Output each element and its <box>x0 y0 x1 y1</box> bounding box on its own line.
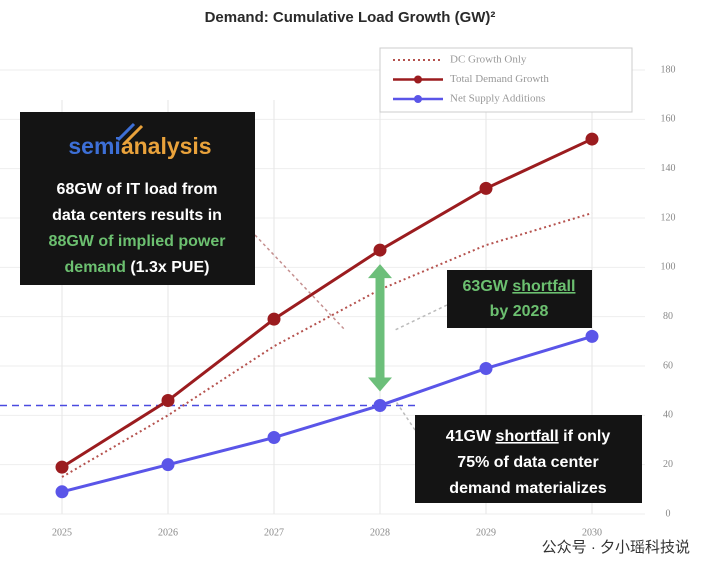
series-line <box>61 334 593 494</box>
callout-text: by 2028 <box>490 303 549 320</box>
callout-text: 63GW shortfall <box>463 278 576 295</box>
y-tick-label: 20 <box>663 459 673 470</box>
callout-text: 75% of data center <box>457 454 598 471</box>
legend-marker <box>414 95 422 103</box>
logo-mark <box>116 122 144 146</box>
logo-part: analysis <box>121 133 212 159</box>
callouts: 68GW of IT load from data centers results… <box>49 181 611 497</box>
y-tick-label: 40 <box>663 410 673 421</box>
data-point <box>267 312 281 326</box>
logo-part: semi <box>68 133 120 159</box>
legend-label: Total Demand Growth <box>450 73 549 85</box>
x-tick-label: 2025 <box>52 527 72 538</box>
x-tick-label: 2027 <box>264 527 284 538</box>
data-point <box>55 460 69 474</box>
data-point <box>373 398 387 412</box>
logo: semianalysis <box>68 133 211 159</box>
callout-box <box>415 415 642 503</box>
legend-label: Net Supply Additions <box>450 93 545 105</box>
legend-label: DC Growth Only <box>450 54 527 66</box>
callout-text: 88GW of implied power <box>49 233 226 250</box>
y-tick-label: 80 <box>663 311 673 322</box>
y-tick-label: 0 <box>666 508 671 519</box>
callout-text: data centers results in <box>52 207 222 224</box>
data-point <box>373 243 387 257</box>
y-tick-label: 100 <box>661 262 676 273</box>
data-point <box>161 458 175 472</box>
callout-segment: data centers results in <box>52 207 222 224</box>
callout-segment: if only <box>559 428 611 445</box>
data-point <box>479 361 493 375</box>
callout-segment: 88GW of implied power <box>49 233 226 250</box>
chart-title: Demand: Cumulative Load Growth (GW)² <box>205 9 496 26</box>
y-tick-label: 180 <box>661 64 676 75</box>
callout-text: demand materializes <box>449 480 607 497</box>
data-point <box>55 485 69 499</box>
callout-segment: demand <box>65 259 126 276</box>
callout-box <box>20 112 255 285</box>
watermark: 公众号 · 夕小瑶科技说 <box>542 539 690 556</box>
x-tick-label: 2026 <box>158 527 178 538</box>
callout-segment: shortfall <box>496 428 559 445</box>
logo-stripe <box>122 124 144 146</box>
y-tick-label: 60 <box>663 360 673 371</box>
callout-segment: by 2028 <box>490 303 549 320</box>
y-tick-label: 140 <box>661 163 676 174</box>
connector <box>394 399 416 431</box>
callout-segment: 41GW <box>446 428 496 445</box>
plot <box>0 132 599 499</box>
x-tick-label: 2030 <box>582 527 602 538</box>
x-tick-label: 2029 <box>476 527 496 538</box>
callout-segment: demand materializes <box>449 480 607 497</box>
callout-segment: (1.3x PUE) <box>126 259 210 276</box>
callout-text: 41GW shortfall if only <box>446 428 611 445</box>
data-point <box>585 329 599 343</box>
legend-items: DC Growth Only Total Demand Growth Net Sup… <box>393 54 549 105</box>
data-point <box>161 394 175 408</box>
arrow-head <box>368 264 392 279</box>
callout-text: 68GW of IT load from <box>57 181 218 198</box>
x-tick-label: 2028 <box>370 527 390 538</box>
callout-box <box>447 270 592 328</box>
series-line <box>61 137 593 469</box>
arrow-head <box>368 377 392 392</box>
callout-segment: shortfall <box>512 278 575 295</box>
callout-segment: 63GW <box>463 278 513 295</box>
y-tick-label: 160 <box>661 114 676 125</box>
callout-segment: 68GW of IT load from <box>57 181 218 198</box>
callout-segment: 75% of data center <box>457 454 598 471</box>
callout-text: demand (1.3x PUE) <box>65 259 210 276</box>
y-tick-label: 120 <box>661 212 676 223</box>
connector <box>394 304 448 331</box>
legend-marker <box>414 75 422 84</box>
data-point <box>479 181 493 195</box>
gap-arrow <box>368 264 392 392</box>
data-point <box>267 431 281 445</box>
connector <box>254 234 346 331</box>
logo-stripe <box>116 122 136 142</box>
data-point <box>585 132 599 146</box>
